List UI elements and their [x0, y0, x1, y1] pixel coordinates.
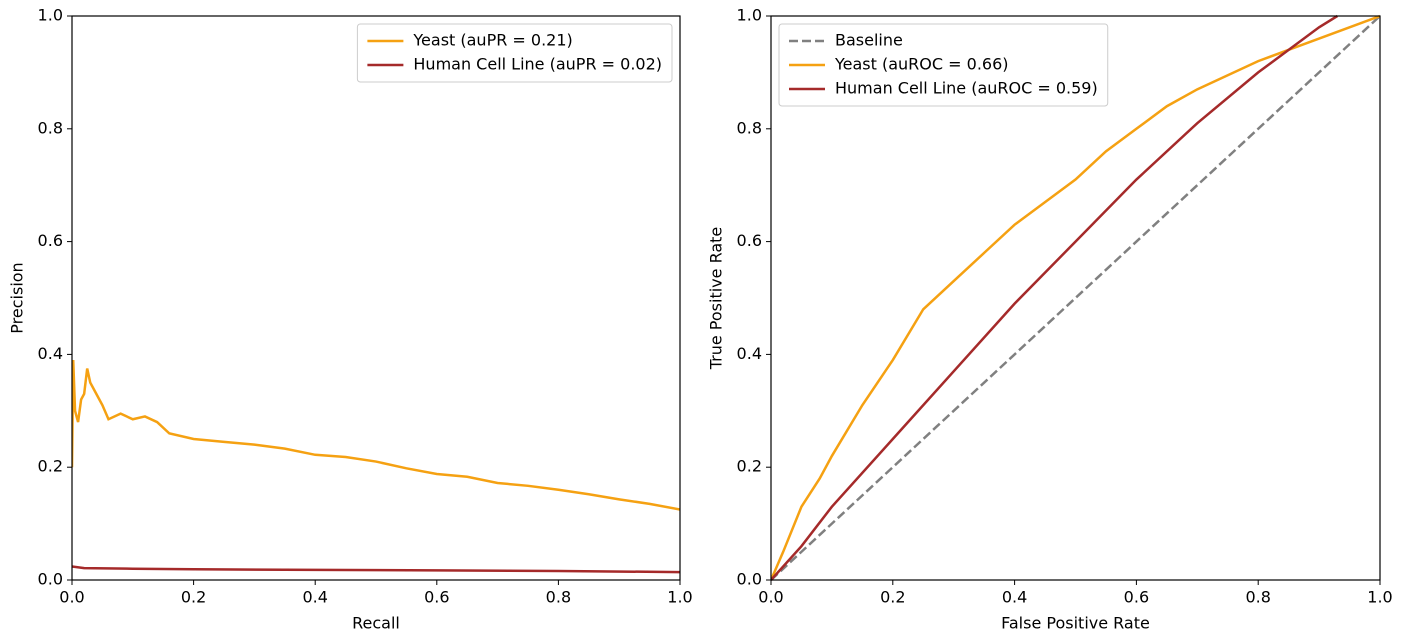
y-tick-label: 0.2 — [737, 457, 762, 476]
y-tick-label: 0.6 — [737, 231, 762, 250]
x-tick-label: 1.0 — [667, 588, 692, 607]
y-tick-label: 0.2 — [38, 457, 63, 476]
legend-box — [356, 23, 673, 83]
x-tick-label: 0.0 — [758, 588, 783, 607]
y-axis-label: Precision — [8, 262, 27, 333]
legend-label: Yeast (auPR = 0.21) — [412, 31, 572, 50]
y-tick-label: 0.8 — [38, 118, 63, 137]
y-tick-label: 0.0 — [38, 570, 63, 589]
legend-label: Baseline — [835, 31, 903, 50]
x-axis-label: False Positive Rate — [1001, 614, 1150, 633]
legend-box — [778, 23, 1109, 107]
series-line — [771, 15, 1380, 581]
y-tick-label: 1.0 — [38, 6, 63, 25]
x-tick-label: 0.0 — [59, 588, 84, 607]
y-tick-label: 0.8 — [737, 118, 762, 137]
x-tick-label: 0.2 — [181, 588, 206, 607]
x-tick-label: 0.4 — [1002, 588, 1027, 607]
series-line — [771, 14, 1339, 581]
legend-label: Human Cell Line (auPR = 0.02) — [413, 55, 662, 74]
x-tick-label: 1.0 — [1367, 588, 1392, 607]
x-tick-label: 0.4 — [302, 588, 327, 607]
y-tick-label: 0.0 — [737, 570, 762, 589]
legend-label: Human Cell Line (auROC = 0.59) — [835, 79, 1098, 98]
plot-frame — [71, 15, 681, 581]
series-line — [72, 359, 680, 511]
x-tick-label: 0.8 — [546, 588, 571, 607]
x-axis-label: Recall — [352, 614, 400, 633]
legend: Baseline Yeast (auROC = 0.66) Human Cell L… — [778, 23, 1109, 107]
legend-label: Yeast (auROC = 0.66) — [834, 55, 1009, 74]
y-axis-label: True Positive Rate — [707, 227, 726, 371]
y-tick-label: 0.4 — [38, 344, 63, 363]
plot-frame — [770, 15, 1381, 581]
x-tick-label: 0.6 — [424, 588, 449, 607]
x-tick-label: 0.2 — [880, 588, 905, 607]
legend: Yeast (auPR = 0.21) Human Cell Line (auPR… — [356, 23, 673, 83]
y-tick-label: 0.6 — [38, 231, 63, 250]
x-tick-label: 0.8 — [1245, 588, 1270, 607]
series-line — [72, 565, 680, 574]
y-tick-label: 1.0 — [737, 6, 762, 25]
y-tick-label: 0.4 — [737, 344, 762, 363]
series-line — [771, 14, 1380, 581]
x-tick-label: 0.6 — [1124, 588, 1149, 607]
